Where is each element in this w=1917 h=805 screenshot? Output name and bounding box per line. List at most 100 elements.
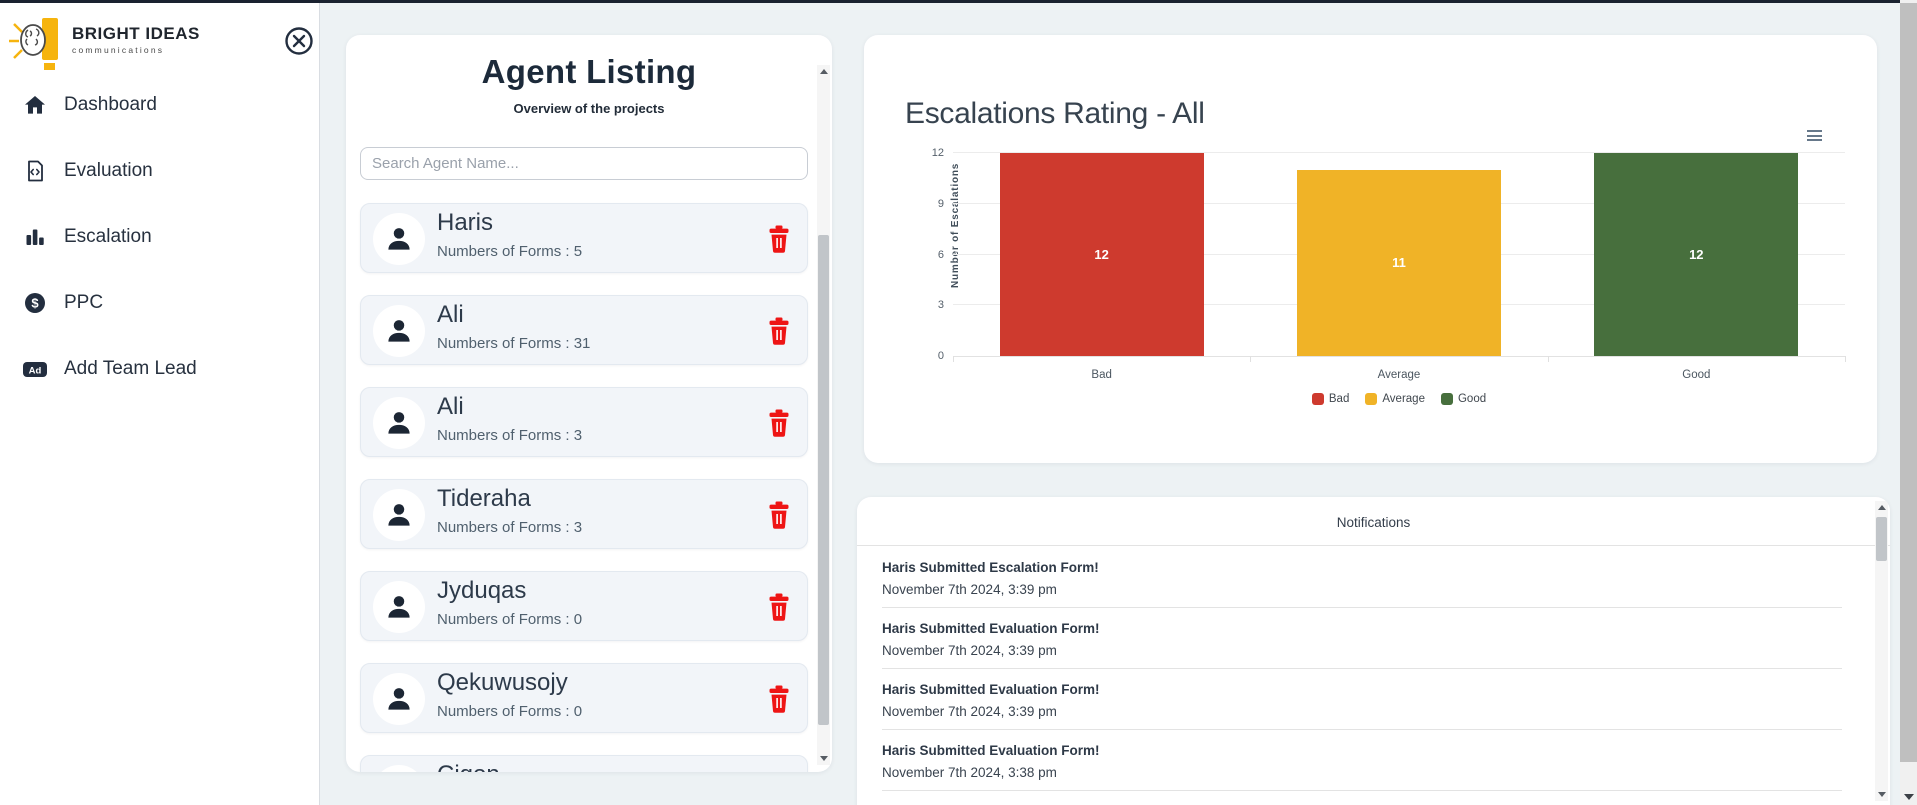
agent-card[interactable]: Haris Numbers of Forms : 5 bbox=[360, 203, 808, 273]
window-scrollbar[interactable] bbox=[1900, 0, 1917, 805]
divider bbox=[857, 545, 1890, 546]
notification-timestamp: November 7th 2024, 3:39 pm bbox=[882, 582, 1057, 597]
avatar bbox=[373, 765, 425, 772]
agent-name: Qekuwusojy bbox=[437, 669, 568, 696]
notification-item: Haris Submitted Evaluation Form! Novembe… bbox=[882, 608, 1842, 669]
sidebar-item-escalation[interactable]: Escalation bbox=[22, 217, 319, 257]
x-axis-label: Average bbox=[1377, 369, 1421, 381]
scrollbar-thumb[interactable] bbox=[818, 235, 829, 725]
chart-menu-icon[interactable] bbox=[1807, 130, 1822, 144]
trash-icon bbox=[769, 409, 789, 437]
delete-agent-button[interactable] bbox=[767, 225, 791, 253]
notification-item: Haris Submitted Evaluation Form! Novembe… bbox=[882, 669, 1842, 730]
sidebar-item-dashboard[interactable]: Dashboard bbox=[22, 85, 319, 125]
agent-search-input[interactable] bbox=[360, 147, 808, 180]
brain-bulb-logo-icon bbox=[9, 18, 58, 70]
sidebar-item-label: PPC bbox=[64, 292, 104, 313]
agent-card[interactable]: Tideraha Numbers of Forms : 3 bbox=[360, 479, 808, 549]
sidebar-item-evaluation[interactable]: Evaluation bbox=[22, 151, 319, 191]
legend-item-bad[interactable]: Bad bbox=[1311, 393, 1349, 405]
notification-item: Haris Submitted Evaluation Form! Novembe… bbox=[882, 730, 1842, 791]
sidebar: BRIGHT IDEAS communications Dashboard Ev bbox=[0, 0, 320, 805]
person-icon bbox=[388, 412, 410, 434]
agent-forms-count: Numbers of Forms : 3 bbox=[437, 427, 583, 444]
svg-text:$: $ bbox=[31, 296, 39, 311]
agent-card[interactable]: Qekuwusojy Numbers of Forms : 0 bbox=[360, 663, 808, 733]
y-axis-tick-label: 3 bbox=[937, 299, 944, 312]
agent-list-scrollbar[interactable] bbox=[817, 65, 830, 765]
sidebar-close-button[interactable] bbox=[283, 25, 315, 57]
home-icon bbox=[22, 92, 48, 118]
notification-timestamp: November 7th 2024, 3:38 pm bbox=[882, 765, 1057, 780]
agent-forms-count: Numbers of Forms : 3 bbox=[437, 519, 583, 536]
evaluation-doc-icon bbox=[22, 158, 48, 184]
bar-good: 12 bbox=[1594, 153, 1799, 356]
agent-forms-count: Numbers of Forms : 31 bbox=[437, 335, 591, 352]
trash-icon bbox=[769, 225, 789, 253]
bar-slot: 12 bbox=[1548, 153, 1845, 356]
scroll-up-arrow-icon[interactable] bbox=[1878, 505, 1886, 510]
avatar bbox=[373, 581, 425, 633]
chart-title: Escalations Rating - All bbox=[905, 97, 1205, 130]
agent-card[interactable]: Ali Numbers of Forms : 3 bbox=[360, 387, 808, 457]
legend-item-average[interactable]: Average bbox=[1365, 393, 1425, 405]
agent-name: Tideraha bbox=[437, 485, 531, 512]
delete-agent-button[interactable] bbox=[767, 685, 791, 713]
bar-value-label: 11 bbox=[1392, 255, 1406, 271]
close-icon bbox=[285, 27, 313, 55]
agent-name: Cigon bbox=[437, 761, 500, 772]
notification-timestamp: November 7th 2024, 3:39 pm bbox=[882, 643, 1057, 658]
legend-label: Good bbox=[1457, 393, 1487, 405]
legend-label: Average bbox=[1382, 393, 1425, 405]
notification-item: Haris Submitted Evaluation Form! bbox=[882, 791, 1842, 805]
sidebar-item-label: Evaluation bbox=[64, 160, 153, 181]
delete-agent-button[interactable] bbox=[767, 593, 791, 621]
notification-title: Haris Submitted Evaluation Form! bbox=[882, 621, 1100, 636]
chart-legend: Bad Average Good bbox=[953, 393, 1845, 405]
agent-list: Haris Numbers of Forms : 5 Ali Numbers o… bbox=[360, 203, 808, 772]
scroll-down-arrow-icon[interactable] bbox=[1904, 794, 1914, 800]
bar-chart-icon bbox=[22, 224, 48, 250]
scroll-up-arrow-icon[interactable] bbox=[820, 69, 828, 74]
notification-timestamp: November 7th 2024, 3:39 pm bbox=[882, 704, 1057, 719]
delete-agent-button[interactable] bbox=[767, 317, 791, 345]
y-axis-tick-label: 12 bbox=[931, 147, 944, 159]
x-axis-tick bbox=[1845, 356, 1846, 362]
ad-icon: Ad bbox=[22, 356, 48, 382]
sidebar-item-label: Escalation bbox=[64, 226, 152, 247]
delete-agent-button[interactable] bbox=[767, 409, 791, 437]
trash-icon bbox=[769, 501, 789, 529]
x-axis-tick bbox=[953, 356, 954, 362]
avatar bbox=[373, 305, 425, 357]
dollar-icon: $ bbox=[22, 290, 48, 316]
brand-subtitle: communications bbox=[72, 44, 165, 55]
agent-card[interactable]: Cigon bbox=[360, 755, 808, 772]
legend-item-good[interactable]: Good bbox=[1440, 393, 1487, 405]
notifications-list: Haris Submitted Escalation Form! Novembe… bbox=[882, 547, 1842, 805]
notification-title: Haris Submitted Evaluation Form! bbox=[882, 743, 1100, 758]
agent-forms-count: Numbers of Forms : 5 bbox=[437, 243, 583, 260]
person-icon bbox=[388, 504, 410, 526]
x-axis-label: Bad bbox=[1091, 369, 1112, 381]
agent-card[interactable]: Ali Numbers of Forms : 31 bbox=[360, 295, 808, 365]
avatar bbox=[373, 489, 425, 541]
sidebar-item-add-team-lead[interactable]: Ad Add Team Lead bbox=[22, 349, 319, 389]
scrollbar-thumb[interactable] bbox=[1876, 517, 1887, 561]
brand-logo: BRIGHT IDEAS communications bbox=[6, 8, 200, 70]
scroll-down-arrow-icon[interactable] bbox=[1878, 792, 1886, 797]
sidebar-item-label: Add Team Lead bbox=[64, 358, 197, 379]
notifications-scrollbar[interactable] bbox=[1875, 501, 1888, 801]
y-axis-tick-label: 6 bbox=[937, 248, 944, 261]
notification-title: Haris Submitted Evaluation Form! bbox=[882, 682, 1100, 697]
scrollbar-thumb[interactable] bbox=[1900, 3, 1917, 762]
delete-agent-button[interactable] bbox=[767, 501, 791, 529]
sidebar-item-ppc[interactable]: $ PPC bbox=[22, 283, 319, 323]
agent-card[interactable]: Jyduqas Numbers of Forms : 0 bbox=[360, 571, 808, 641]
legend-marker-icon bbox=[1365, 393, 1378, 405]
scroll-down-arrow-icon[interactable] bbox=[820, 756, 828, 761]
brand-text: BRIGHT IDEAS communications bbox=[72, 24, 200, 55]
sidebar-nav: Dashboard Evaluation Escalation bbox=[0, 85, 319, 415]
chart-plot: Number of Escalations 0 3 6 9 12 12 11 12 bbox=[932, 147, 1846, 362]
agent-forms-count: Numbers of Forms : 0 bbox=[437, 703, 583, 720]
bar-bad: 12 bbox=[999, 153, 1204, 356]
